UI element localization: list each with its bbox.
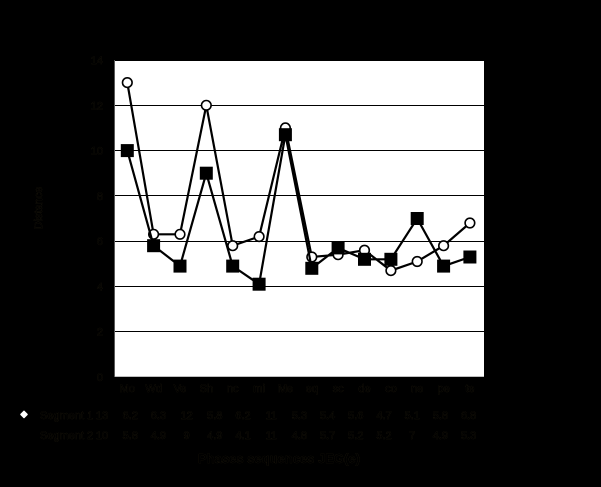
- svg-text:sc: sc: [333, 383, 345, 395]
- svg-text:4.9: 4.9: [207, 430, 222, 442]
- svg-text:5.8: 5.8: [207, 410, 222, 422]
- svg-text:Distance: Distance: [33, 187, 45, 230]
- svg-text:Segment 1: Segment 1: [40, 410, 93, 422]
- svg-text:13: 13: [96, 410, 108, 422]
- svg-text:Segment 2: Segment 2: [40, 430, 93, 442]
- svg-text:6.2: 6.2: [123, 410, 138, 422]
- svg-text:4.8: 4.8: [292, 430, 307, 442]
- svg-text:5.2: 5.2: [348, 430, 363, 442]
- svg-text:4.9: 4.9: [151, 430, 166, 442]
- svg-text:12: 12: [91, 100, 103, 112]
- svg-text:ne: ne: [411, 383, 423, 395]
- svg-text:Phases sequences JEG(e): Phases sequences JEG(e): [198, 451, 360, 466]
- svg-text:pe: pe: [437, 383, 449, 395]
- svg-text:5.7: 5.7: [320, 430, 335, 442]
- svg-text:5.1: 5.1: [405, 410, 420, 422]
- svg-text:4: 4: [97, 281, 103, 293]
- svg-text:5.8: 5.8: [123, 430, 138, 442]
- svg-text:12: 12: [180, 410, 192, 422]
- svg-text:4.9: 4.9: [433, 430, 448, 442]
- svg-text:8: 8: [97, 191, 103, 203]
- svg-text:6.3: 6.3: [151, 410, 166, 422]
- svg-text:4.1: 4.1: [235, 430, 250, 442]
- svg-text:5.8: 5.8: [433, 410, 448, 422]
- svg-text:7: 7: [409, 430, 415, 442]
- svg-text:co: co: [385, 383, 397, 395]
- svg-text:10: 10: [96, 430, 108, 442]
- svg-text:Ve: Ve: [174, 383, 187, 395]
- svg-text:11: 11: [265, 430, 276, 442]
- svg-text:Sh: Sh: [200, 383, 213, 395]
- svg-text:14: 14: [91, 55, 103, 67]
- svg-text:6.8: 6.8: [461, 410, 476, 422]
- svg-text:10: 10: [91, 146, 103, 158]
- svg-text:0: 0: [97, 372, 103, 384]
- svg-text:Me: Me: [278, 383, 293, 395]
- svg-text:5.4: 5.4: [320, 410, 335, 422]
- svg-text:Mo: Mo: [120, 383, 135, 395]
- svg-text:11: 11: [265, 410, 276, 422]
- svg-text:9: 9: [184, 430, 190, 442]
- svg-text:5.3: 5.3: [461, 430, 476, 442]
- svg-text:4.7: 4.7: [376, 410, 391, 422]
- svg-text:5.2: 5.2: [376, 430, 391, 442]
- svg-text:mi: mi: [253, 383, 265, 395]
- svg-text:de: de: [358, 383, 370, 395]
- svg-text:2: 2: [97, 327, 103, 339]
- svg-text:eq: eq: [306, 383, 318, 395]
- svg-text:Wd: Wd: [145, 383, 162, 395]
- svg-text:5.6: 5.6: [348, 410, 363, 422]
- svg-text:te: te: [465, 383, 474, 395]
- svg-text:nc: nc: [227, 383, 239, 395]
- svg-text:6.2: 6.2: [235, 410, 250, 422]
- svg-text:6: 6: [97, 236, 103, 248]
- svg-text:5.3: 5.3: [292, 410, 307, 422]
